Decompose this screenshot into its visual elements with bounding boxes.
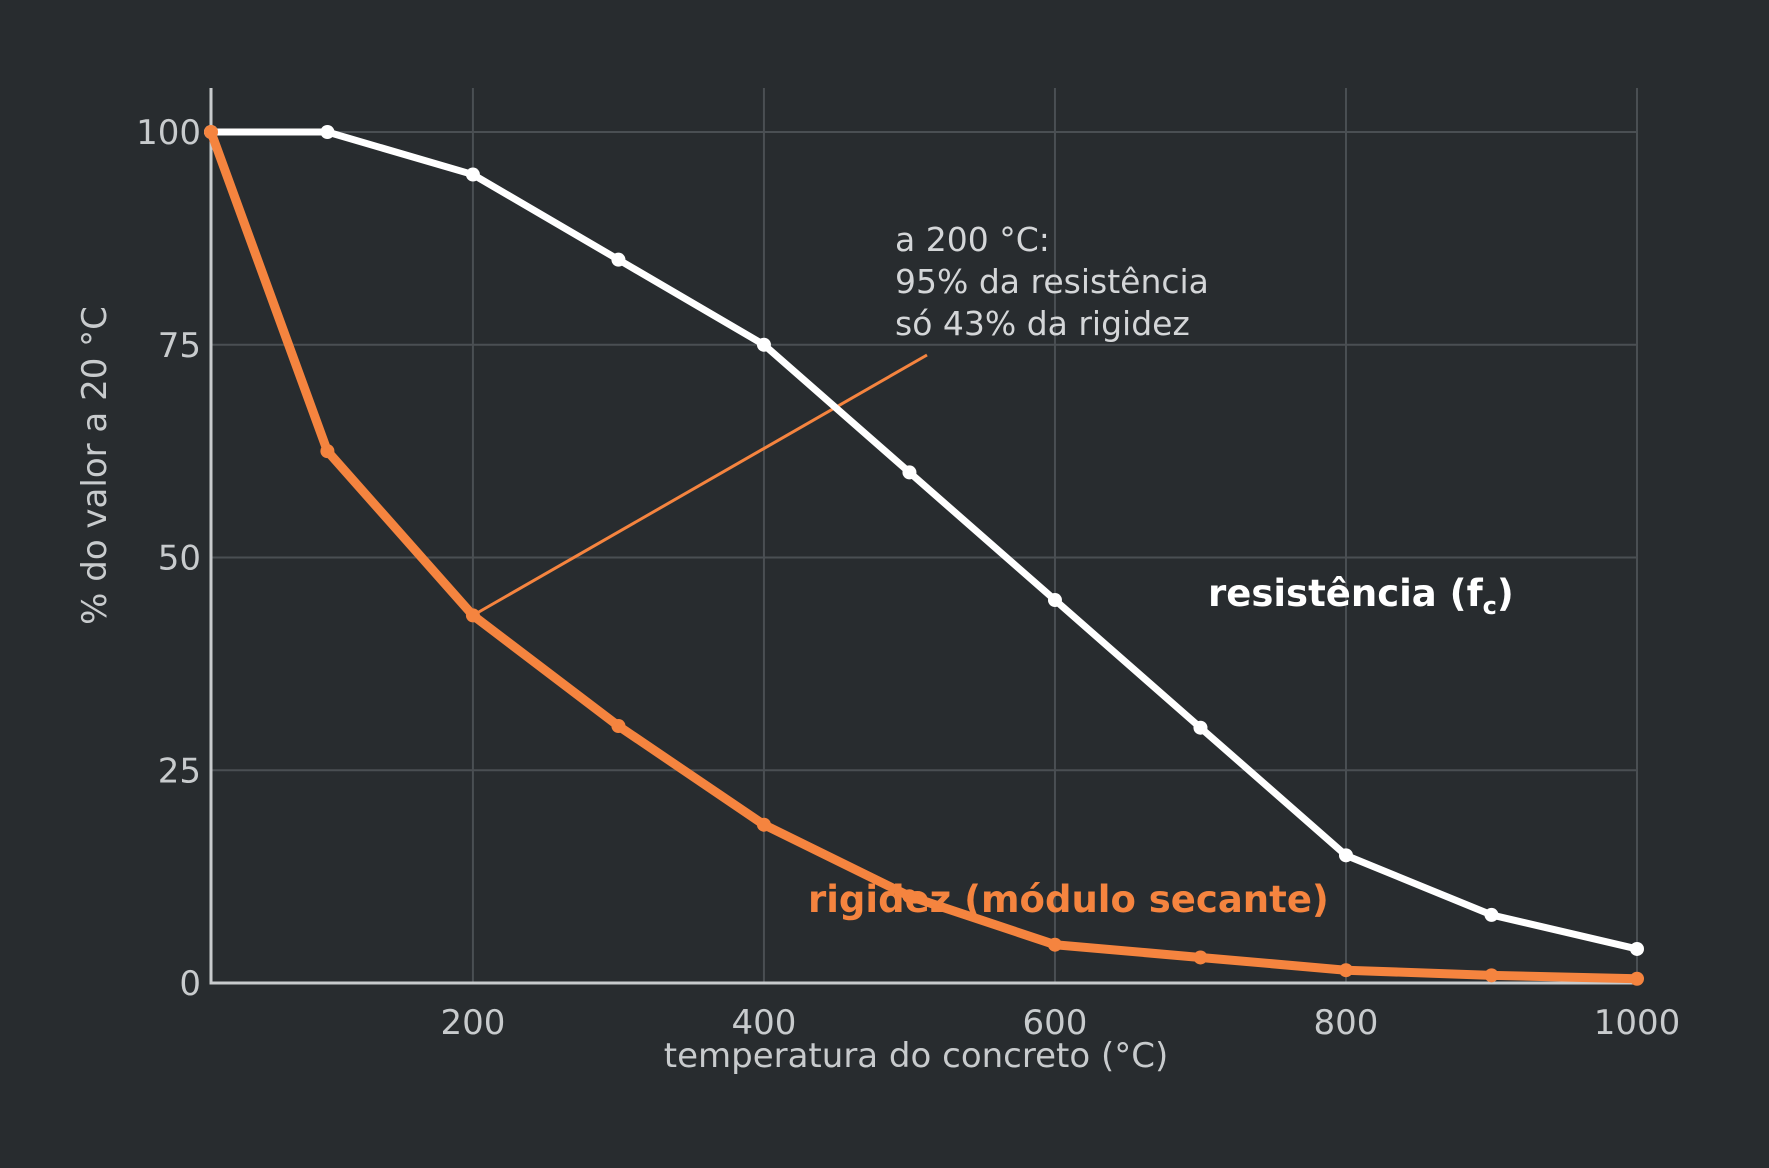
- series-resistencia: [204, 125, 1644, 956]
- data-point-rigidez: [756, 817, 771, 832]
- x-axis-title: temperatura do concreto (°C): [664, 1036, 1168, 1076]
- data-point-resistencia: [756, 337, 771, 352]
- data-point-resistencia: [1630, 941, 1644, 956]
- y-tick-label: 25: [158, 751, 201, 791]
- series-labels: resistência (fc) rigidez (módulo secante): [808, 572, 1514, 921]
- x-tick-labels: 200 400 600 800 1000: [440, 1003, 1680, 1043]
- series-line-rigidez: [206, 130, 1638, 984]
- series-label-resistencia: resistência (fc): [1208, 572, 1514, 620]
- data-point-rigidez: [1047, 937, 1062, 952]
- y-tick-label: 100: [136, 113, 201, 153]
- data-point-rigidez: [1338, 963, 1353, 978]
- y-tick-label: 0: [179, 964, 201, 1004]
- y-tick-label: 75: [158, 326, 201, 366]
- data-point-rigidez: [204, 125, 218, 139]
- series-label-rigidez: rigidez (módulo secante): [808, 878, 1329, 921]
- x-tick-label: 1000: [1594, 1003, 1681, 1043]
- axes: [209, 88, 1637, 985]
- data-point-rigidez: [611, 718, 626, 733]
- data-point-resistencia: [465, 167, 480, 182]
- data-point-rigidez: [1193, 950, 1208, 965]
- data-point-resistencia: [1193, 720, 1208, 735]
- y-tick-label: 50: [158, 539, 201, 579]
- annotation-line: a 200 °C:: [895, 220, 1050, 259]
- series-rigidez: [204, 125, 1644, 986]
- y-tick-labels: 0 25 50 75 100: [136, 113, 201, 1004]
- x-tick-label: 400: [731, 1003, 796, 1043]
- axis-frame: [209, 88, 1637, 985]
- x-tick-label: 200: [440, 1003, 505, 1043]
- data-point-rigidez: [465, 608, 480, 623]
- annotation-line: 95% da resistência: [895, 262, 1209, 301]
- annotation-line: só 43% da rigidez: [895, 304, 1190, 343]
- data-point-resistencia: [611, 252, 626, 267]
- data-point-resistencia: [902, 465, 917, 480]
- data-point-rigidez: [902, 889, 917, 904]
- data-point-rigidez: [1484, 968, 1499, 983]
- annotation-leader-line: [472, 353, 928, 617]
- data-point-rigidez: [320, 444, 335, 459]
- grid: [211, 88, 1638, 983]
- y-axis-title: % do valor a 20 °C: [75, 306, 115, 625]
- series-group: [204, 125, 1644, 986]
- data-point-resistencia: [1484, 907, 1499, 922]
- x-tick-label: 600: [1023, 1003, 1088, 1043]
- data-point-resistencia: [1047, 593, 1062, 608]
- x-tick-label: 800: [1314, 1003, 1379, 1043]
- data-point-resistencia: [1338, 848, 1353, 863]
- data-point-resistencia: [320, 125, 335, 139]
- data-point-rigidez: [1630, 971, 1644, 986]
